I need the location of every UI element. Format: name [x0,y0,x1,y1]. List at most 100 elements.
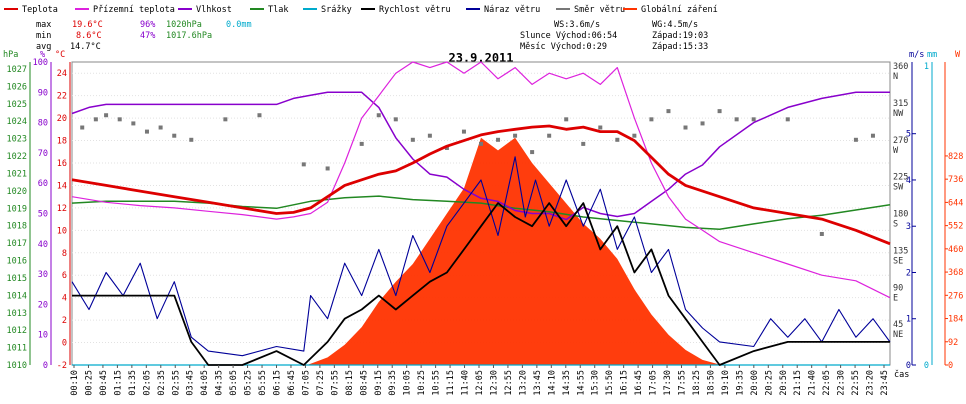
percent-tick-label: 90 [38,88,48,98]
celsius-tick-label: 10 [57,226,67,236]
celsius-tick-label: 22 [57,92,67,102]
x-tick-label: 09:15 [374,370,384,396]
x-tick-label: 21:15 [793,370,803,396]
x-axis: 00:10 00:25 00:45 01:15 01:35 02:05 02:35 02:55… [70,365,890,396]
plot-area [71,61,891,366]
ms-tick-label: 1 [906,315,911,325]
legend-label: Vlhkost [196,5,232,15]
celsius-tick-label: 16 [57,159,67,169]
ms-tick-label: 4 [906,176,911,186]
x-tick-label: 01:15 [113,370,123,396]
legend-item: Náraz větru [466,5,540,15]
stats-min-label: min [36,31,51,41]
hpa-tick-label: 1027 [7,65,27,75]
series-wind-speed-line [72,202,890,366]
x-tick-label: 17:30 [663,370,673,396]
celsius-tick-label: 2 [62,316,67,326]
legend-label: Směr větru [574,5,625,15]
celsius-tick-label: 24 [57,69,67,79]
direction-tick-label: 90 [893,283,903,293]
series-wind-direction-point [632,133,637,138]
legend-label: Rychlost větru [379,5,451,15]
legend-item: Vlhkost [178,5,232,15]
hpa-tick-label: 1025 [7,100,27,110]
x-tick-label: 00:45 [99,370,109,396]
x-tick-label: 18:50 [706,370,716,396]
legend-label: Srážky [321,5,352,15]
hpa-tick-label: 1022 [7,152,27,162]
x-tick-label: 07:05 [301,370,311,396]
w-tick-label: 828 [948,152,963,162]
stats-sun-set: Západ:19:03 [652,31,708,41]
x-tick-label: 12:05 [475,370,485,396]
w-tick-label: 460 [948,245,963,255]
x-tick-label: 00:25 [84,370,94,396]
stats-max-label: max [36,20,51,30]
hpa-tick-label: 1026 [7,82,27,92]
series-temperature-line [71,124,891,246]
series-wind-direction-point [376,113,381,118]
w-tick-label: 368 [948,268,963,278]
x-tick-label: 17:05 [649,370,659,396]
x-tick-label: 06:15 [273,370,283,396]
percent-tick-label: 80 [38,119,48,129]
hpa-tick-label: 1016 [7,257,27,267]
x-tick-label: 16:15 [620,370,630,396]
x-tick-label: 20:00 [750,370,760,396]
percent-tick-label: 30 [38,270,48,280]
percent-axis-label: % [40,50,45,60]
x-tick-label: 01:35 [128,370,138,396]
series-wind-direction-point [80,125,85,130]
series-wind-direction-point [131,121,136,126]
x-tick-label: 11:40 [461,370,471,396]
series-wind-direction-point [581,141,586,146]
series-wind-direction-point [189,137,194,142]
x-tick-label: 17:55 [678,370,688,396]
percent-tick-label: 60 [38,179,48,189]
series-wind-direction-point [444,145,449,150]
legend-item: Srážky [303,5,352,15]
series-wind-direction-point [700,121,705,126]
percent-tick-label: 20 [38,300,48,310]
stats-ws: WS:3.6m/s [554,20,600,30]
direction-cardinal-label: SW [893,183,904,193]
stats-max-temp: 19.6°C [72,20,103,30]
x-tick-label: 23:20 [866,370,876,396]
series-wind-direction-point [144,129,149,134]
x-tick-label: 05:25 [244,370,254,396]
stats-moon: Měsíc Východ:0:29 [520,42,607,52]
hpa-tick-label: 1011 [7,344,27,354]
w-tick-label: 92 [948,338,958,348]
series-wind-direction-point [547,133,552,138]
series-wind-direction-point [410,137,415,142]
hpa-tick-label: 1017 [7,239,27,249]
stats-min-hum: 47% [140,31,155,41]
series-wind-direction-point [393,117,398,122]
hpa-axis-label: hPa [3,50,18,60]
x-tick-label: 05:05 [229,370,239,396]
percent-tick-label: 50 [38,210,48,220]
x-tick-label: 20:25 [764,370,774,396]
x-tick-label: 16:45 [634,370,644,396]
x-tick-label: 09:35 [388,370,398,396]
series-wind-direction-point [649,117,654,122]
x-tick-label: 02:35 [157,370,167,396]
x-tick-label: 10:05 [403,370,413,396]
x-tick-label: 21:40 [808,370,818,396]
hpa-tick-label: 1021 [7,169,27,179]
stats-sun: Slunce Východ:06:54 [520,31,617,41]
x-tick-label: 13:45 [533,370,543,396]
x-tick-label: 08:15 [345,370,355,396]
hpa-tick-label: 1023 [7,135,27,145]
stats-min-temp: 8.6°C [76,31,102,41]
celsius-axis-label: °C [55,50,65,60]
hpa-tick-label: 1014 [7,291,27,301]
stats-avg-temp: 14.7°C [70,42,101,52]
series-wind-direction-point [598,125,603,130]
w-tick-label: 0 [948,361,953,371]
series-wind-direction-point [615,137,620,142]
series-wind-direction-point [172,133,177,138]
hpa-tick-label: 1019 [7,204,27,214]
